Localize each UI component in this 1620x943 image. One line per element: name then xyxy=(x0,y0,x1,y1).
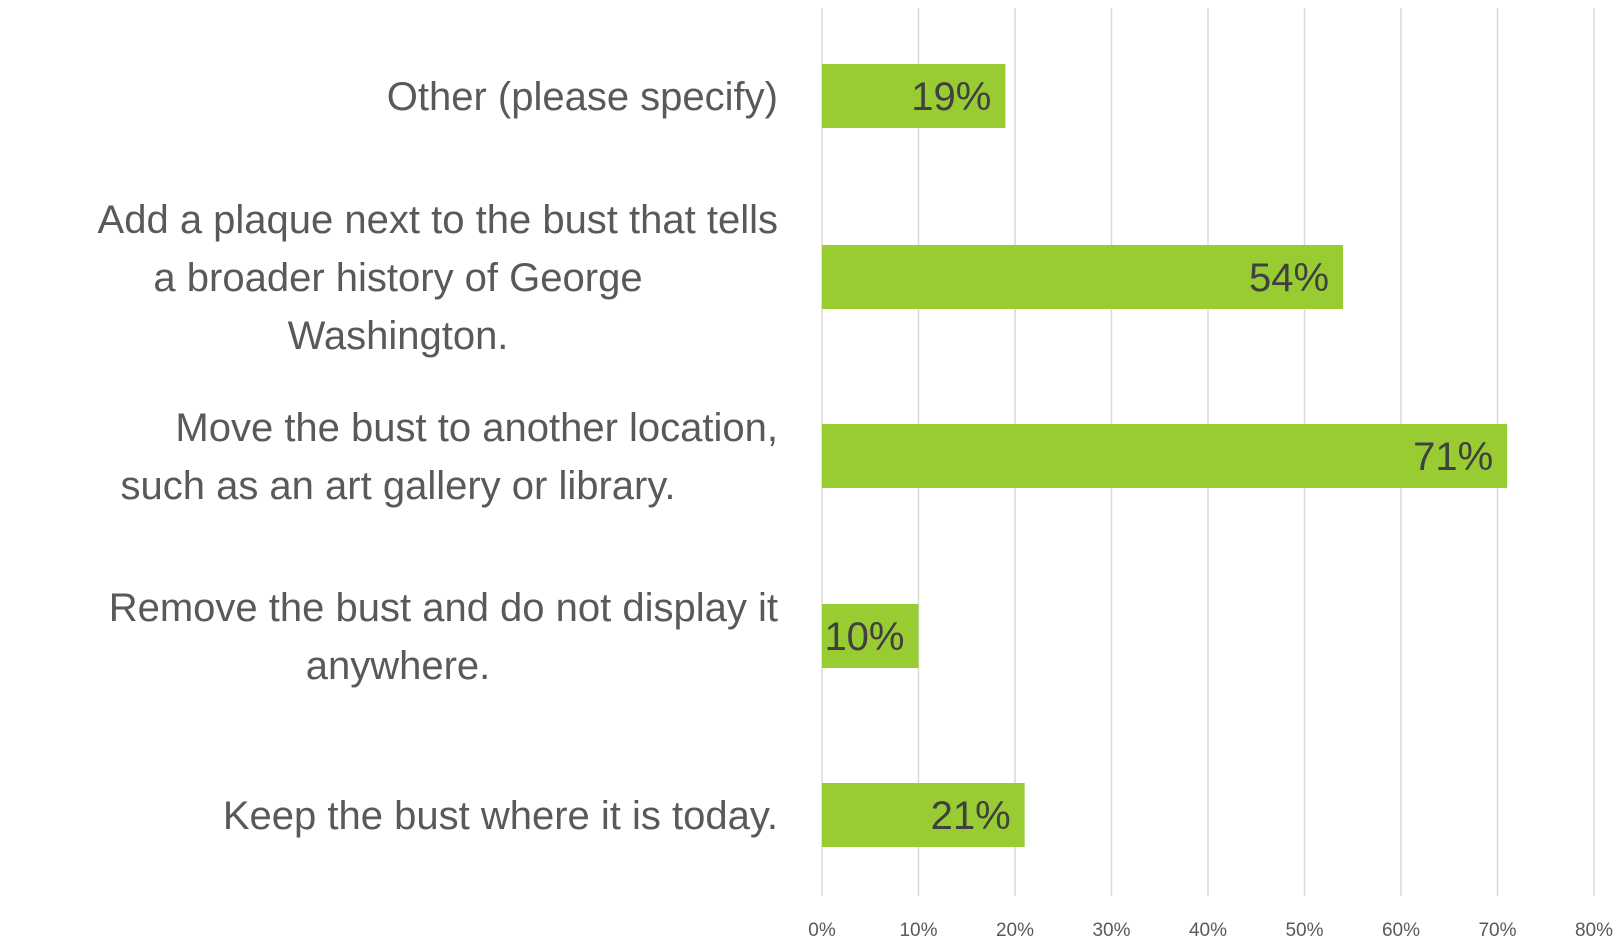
category-label-line: Keep the bust where it is today. xyxy=(223,794,778,838)
x-tick-label: 60% xyxy=(1382,920,1420,941)
bar-data-label: 54% xyxy=(1249,256,1329,300)
x-tick-label: 80% xyxy=(1575,920,1613,941)
category-label: Remove the bust and do not display it any… xyxy=(109,586,778,688)
category-label-line: Remove the bust and do not display it xyxy=(109,586,778,630)
bar xyxy=(822,64,1006,128)
category-label: Add a plaque next to the bust that tells… xyxy=(98,198,778,358)
category-label-line: Washington. xyxy=(288,314,509,358)
bar xyxy=(822,604,919,668)
x-tick-label: 30% xyxy=(1092,920,1130,941)
x-tick-label: 40% xyxy=(1189,920,1227,941)
x-tick-label: 0% xyxy=(808,920,836,941)
category-label-line: Other (please specify) xyxy=(387,75,778,119)
x-tick-label: 70% xyxy=(1478,920,1516,941)
x-tick-label: 50% xyxy=(1285,920,1323,941)
category-label: Move the bust to another location, such a… xyxy=(120,406,778,508)
bars xyxy=(822,64,1508,847)
category-label-line: Add a plaque next to the bust that tells xyxy=(98,198,778,242)
x-axis-tick-labels: 0% 10% 20% 30% 40% 50% 60% 70% 80% xyxy=(808,920,1613,941)
category-label: Keep the bust where it is today. xyxy=(223,794,778,838)
category-label-line: a broader history of George xyxy=(153,256,642,300)
bar-data-label: 10% xyxy=(824,615,904,659)
x-tick-label: 20% xyxy=(996,920,1034,941)
category-label-line: Move the bust to another location, xyxy=(175,406,778,450)
category-label: Other (please specify) xyxy=(387,75,778,119)
category-label-line: such as an art gallery or library. xyxy=(120,464,675,508)
category-labels: Other (please specify) Add a plaque next … xyxy=(98,75,778,838)
x-tick-label: 10% xyxy=(899,920,937,941)
bar-data-label: 21% xyxy=(931,794,1011,838)
bar-data-label: 19% xyxy=(911,75,991,119)
bar xyxy=(822,783,1025,847)
data-labels: 19% 54% 71% 10% 21% xyxy=(824,75,1493,838)
category-label-line: anywhere. xyxy=(306,644,491,688)
bar xyxy=(822,245,1344,309)
bar xyxy=(822,424,1508,488)
bar-data-label: 71% xyxy=(1413,435,1493,479)
